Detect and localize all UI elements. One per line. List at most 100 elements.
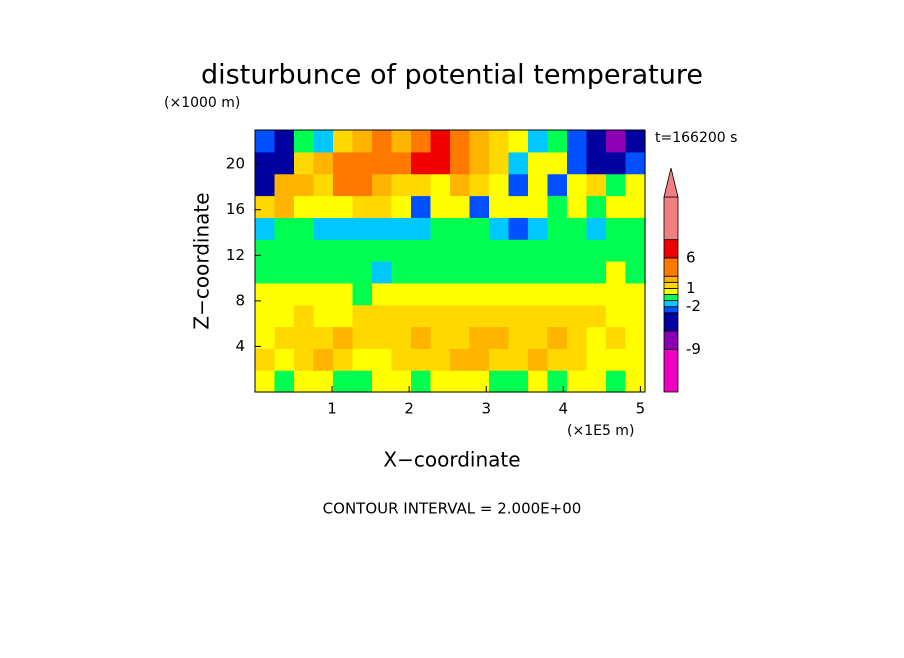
contour-cell bbox=[567, 348, 588, 371]
contour-cell bbox=[294, 195, 315, 218]
contour-cell bbox=[352, 217, 373, 240]
contour-cell bbox=[294, 326, 315, 349]
contour-cell bbox=[469, 348, 490, 371]
contour-cell bbox=[255, 370, 276, 393]
y-tick-label: 20 bbox=[226, 155, 245, 173]
contour-cell bbox=[450, 370, 471, 393]
contour-cell bbox=[586, 370, 607, 393]
contour-cell bbox=[586, 282, 607, 306]
contour-cell bbox=[411, 261, 432, 284]
contour-cell bbox=[274, 370, 295, 393]
contour-cell bbox=[528, 151, 549, 175]
contour-cell bbox=[528, 348, 549, 371]
contour-cell bbox=[508, 370, 529, 393]
contour-cell bbox=[625, 239, 646, 262]
contour-cell bbox=[625, 217, 646, 240]
contour-cell bbox=[391, 217, 412, 240]
contour-cell bbox=[391, 304, 412, 328]
contour-cell bbox=[294, 151, 315, 175]
contour-cell bbox=[313, 326, 334, 349]
contour-cell bbox=[372, 282, 393, 306]
contour-cell bbox=[508, 348, 529, 371]
contour-cell bbox=[352, 282, 373, 306]
contour-cell bbox=[352, 130, 373, 153]
contour-cell bbox=[333, 151, 354, 175]
contour-cell bbox=[333, 173, 354, 197]
contour-cell bbox=[567, 326, 588, 349]
contour-cell bbox=[586, 195, 607, 218]
contour-cell bbox=[450, 173, 471, 197]
contour-cell bbox=[372, 217, 393, 240]
contour-cell bbox=[391, 326, 412, 349]
colorbar-tick-label: 1 bbox=[686, 279, 696, 297]
contour-cell bbox=[625, 261, 646, 284]
contour-cell bbox=[547, 370, 568, 393]
contour-cell bbox=[430, 151, 451, 175]
contour-cell bbox=[430, 239, 451, 262]
contour-cell bbox=[508, 304, 529, 328]
colorbar-tick-label: -9 bbox=[686, 340, 701, 358]
contour-cell bbox=[274, 282, 295, 306]
contour-cell bbox=[469, 195, 490, 218]
contour-cell bbox=[372, 304, 393, 328]
colorbar-segment bbox=[663, 275, 679, 283]
contour-cell bbox=[391, 348, 412, 371]
colorbar-segment bbox=[663, 257, 679, 277]
contour-cell bbox=[528, 195, 549, 218]
contour-cell bbox=[372, 370, 393, 393]
contour-cell bbox=[294, 282, 315, 306]
contour-cell bbox=[372, 195, 393, 218]
contour-cell bbox=[586, 348, 607, 371]
contour-cell bbox=[411, 217, 432, 240]
y-tick-label: 12 bbox=[226, 246, 245, 264]
contour-cell bbox=[333, 348, 354, 371]
contour-cell bbox=[567, 195, 588, 218]
colorbar-segment bbox=[663, 300, 679, 308]
contour-cell bbox=[489, 239, 510, 262]
contour-cell bbox=[411, 239, 432, 262]
contour-cell bbox=[567, 370, 588, 393]
y-axis-label: Z−coordinate bbox=[190, 192, 214, 329]
colorbar-segment bbox=[663, 330, 679, 350]
contour-cell bbox=[567, 130, 588, 153]
contour-cell bbox=[528, 282, 549, 306]
contour-cell bbox=[411, 173, 432, 197]
contour-cell bbox=[411, 370, 432, 393]
contour-cell bbox=[255, 304, 276, 328]
x-unit: (×1E5 m) bbox=[567, 423, 634, 439]
contour-cell bbox=[469, 261, 490, 284]
contour-cell bbox=[333, 370, 354, 393]
contour-cell bbox=[528, 370, 549, 393]
contour-cell bbox=[391, 261, 412, 284]
contour-cell bbox=[352, 348, 373, 371]
contour-cell bbox=[625, 326, 646, 349]
contour-cell bbox=[508, 130, 529, 153]
contour-cell bbox=[606, 326, 627, 349]
contour-cell bbox=[625, 151, 646, 175]
contour-cell bbox=[489, 217, 510, 240]
contour-cell bbox=[430, 195, 451, 218]
contour-cell bbox=[411, 348, 432, 371]
contour-cell bbox=[508, 173, 529, 197]
contour-cell bbox=[625, 173, 646, 197]
contour-cell bbox=[606, 195, 627, 218]
contour-cell bbox=[430, 130, 451, 153]
colorbar-extend bbox=[663, 167, 679, 198]
contour-cell bbox=[469, 282, 490, 306]
contour-cell bbox=[372, 173, 393, 197]
contour-cell bbox=[411, 130, 432, 153]
y-tick-label: 4 bbox=[235, 337, 245, 355]
contour-cell bbox=[489, 370, 510, 393]
contour-cell bbox=[489, 282, 510, 306]
contour-cell bbox=[469, 239, 490, 262]
contour-cell bbox=[450, 130, 471, 153]
contour-cell bbox=[469, 304, 490, 328]
contour-cell bbox=[333, 239, 354, 262]
contour-cell bbox=[489, 261, 510, 284]
contour-cell bbox=[606, 261, 627, 284]
contour-cell bbox=[274, 261, 295, 284]
contour-cell bbox=[625, 370, 646, 393]
contour-cell bbox=[567, 217, 588, 240]
contour-cell bbox=[450, 151, 471, 175]
contour-cell bbox=[313, 348, 334, 371]
